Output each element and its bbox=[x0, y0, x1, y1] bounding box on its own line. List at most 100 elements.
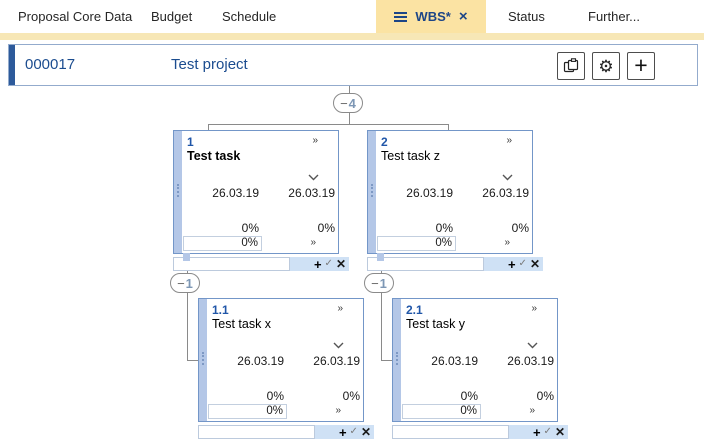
tab-status[interactable]: Status bbox=[508, 9, 545, 24]
collapse-minus-icon: − bbox=[340, 95, 348, 111]
connector-vertical bbox=[187, 293, 188, 360]
percent-b: 0% bbox=[536, 389, 554, 403]
progress-input[interactable]: 0% bbox=[402, 404, 481, 419]
quick-edit-field[interactable] bbox=[367, 257, 484, 271]
drag-handle-icon[interactable] bbox=[396, 352, 398, 365]
tab-proposal-core-data[interactable]: Proposal Core Data bbox=[18, 9, 133, 24]
child-count: 4 bbox=[348, 95, 356, 111]
tab-schedule[interactable]: Schedule bbox=[222, 9, 277, 24]
end-date: 26.03.19 bbox=[313, 354, 360, 368]
end-date: 26.03.19 bbox=[482, 186, 529, 200]
card-action-bar: + ✓ ✕ bbox=[290, 257, 349, 271]
start-date: 26.03.19 bbox=[212, 186, 259, 200]
progress-input[interactable]: 0% bbox=[183, 236, 262, 251]
collapse-minus-icon: − bbox=[371, 275, 379, 291]
task-title: Test task bbox=[187, 149, 241, 163]
gear-icon: ⚙ bbox=[598, 56, 614, 76]
connector-root-stub bbox=[349, 86, 350, 93]
copy-button[interactable] bbox=[557, 52, 585, 80]
drag-handle-icon[interactable] bbox=[202, 352, 204, 365]
card-drag-strip[interactable] bbox=[199, 299, 207, 421]
collapse-minus-icon: − bbox=[177, 275, 185, 291]
start-date: 26.03.19 bbox=[431, 354, 478, 368]
tab-further[interactable]: Further... bbox=[588, 9, 641, 24]
card-action-bar: + ✓ ✕ bbox=[315, 425, 374, 439]
card-expand-link[interactable]: » bbox=[506, 135, 512, 146]
end-date: 26.03.19 bbox=[507, 354, 554, 368]
tab-budget[interactable]: Budget bbox=[151, 9, 193, 24]
add-subtask-icon[interactable]: + bbox=[507, 256, 516, 272]
connector-elbow bbox=[381, 360, 393, 361]
quick-edit-field[interactable] bbox=[392, 425, 509, 439]
row-expand-link[interactable]: » bbox=[529, 405, 535, 416]
confirm-icon[interactable]: ✓ bbox=[324, 258, 333, 269]
connector-drop-right bbox=[448, 124, 449, 130]
quick-edit-field[interactable] bbox=[173, 257, 290, 271]
menu-icon[interactable] bbox=[394, 11, 408, 22]
strip-nub bbox=[377, 253, 384, 261]
tab-wbs-active[interactable]: WBS* × bbox=[376, 0, 486, 33]
plus-icon: + bbox=[634, 51, 648, 78]
project-number: 000017 bbox=[25, 56, 76, 73]
add-task-button[interactable]: + bbox=[627, 52, 655, 80]
card-expand-link[interactable]: » bbox=[337, 303, 343, 314]
connector-drop-left bbox=[208, 124, 209, 130]
copy-icon bbox=[563, 58, 579, 73]
confirm-icon[interactable]: ✓ bbox=[543, 426, 552, 437]
card-drag-strip[interactable] bbox=[393, 299, 401, 421]
quick-edit-field[interactable] bbox=[198, 425, 315, 439]
progress-input[interactable]: 0% bbox=[377, 236, 456, 251]
child-count: 1 bbox=[379, 275, 387, 291]
root-collapse-toggle[interactable]: −4 bbox=[333, 93, 363, 113]
card-expand-link[interactable]: » bbox=[312, 135, 318, 146]
percent-b: 0% bbox=[511, 221, 529, 235]
chevron-down-icon[interactable] bbox=[308, 168, 319, 186]
task-card-2-1[interactable]: 2.1 » Test task y 26.03.19 26.03.19 0% 0… bbox=[392, 298, 568, 439]
percent-a: 0% bbox=[435, 221, 453, 235]
end-date: 26.03.19 bbox=[288, 186, 335, 200]
percent-a: 0% bbox=[460, 389, 478, 403]
progress-input[interactable]: 0% bbox=[208, 404, 287, 419]
close-tab-icon[interactable]: × bbox=[458, 8, 468, 25]
task-card-2[interactable]: 2 » Test task z 26.03.19 26.03.19 0% 0% … bbox=[367, 130, 543, 271]
row-expand-link[interactable]: » bbox=[310, 237, 316, 248]
card-expand-link[interactable]: » bbox=[531, 303, 537, 314]
confirm-icon[interactable]: ✓ bbox=[518, 258, 527, 269]
confirm-icon[interactable]: ✓ bbox=[349, 426, 358, 437]
delete-icon[interactable]: ✕ bbox=[360, 425, 371, 439]
task-number: 2.1 bbox=[406, 303, 423, 317]
add-subtask-icon[interactable]: + bbox=[313, 256, 322, 272]
branch1-collapse-toggle[interactable]: −1 bbox=[170, 273, 200, 293]
project-header-bar: 000017 Test project ⚙ + bbox=[8, 44, 698, 86]
connector-horizontal bbox=[208, 124, 449, 125]
row-expand-link[interactable]: » bbox=[335, 405, 341, 416]
chevron-down-icon[interactable] bbox=[527, 336, 538, 354]
delete-icon[interactable]: ✕ bbox=[335, 257, 346, 271]
task-title: Test task z bbox=[381, 149, 441, 163]
chevron-down-icon[interactable] bbox=[502, 168, 513, 186]
row-expand-link[interactable]: » bbox=[504, 237, 510, 248]
task-card-1-1[interactable]: 1.1 » Test task x 26.03.19 26.03.19 0% 0… bbox=[198, 298, 374, 439]
percent-a: 0% bbox=[266, 389, 284, 403]
card-drag-strip[interactable] bbox=[174, 131, 182, 253]
child-count: 1 bbox=[185, 275, 193, 291]
card-action-bar: + ✓ ✕ bbox=[484, 257, 543, 271]
start-date: 26.03.19 bbox=[237, 354, 284, 368]
card-drag-strip[interactable] bbox=[368, 131, 376, 253]
percent-b: 0% bbox=[342, 389, 360, 403]
branch2-collapse-toggle[interactable]: −1 bbox=[364, 273, 394, 293]
drag-handle-icon[interactable] bbox=[371, 184, 373, 197]
task-number: 1.1 bbox=[212, 303, 229, 317]
project-title: Test project bbox=[171, 56, 248, 73]
chevron-down-icon[interactable] bbox=[333, 336, 344, 354]
drag-handle-icon[interactable] bbox=[177, 184, 179, 197]
add-subtask-icon[interactable]: + bbox=[532, 424, 541, 440]
add-subtask-icon[interactable]: + bbox=[338, 424, 347, 440]
connector-elbow bbox=[187, 360, 199, 361]
delete-icon[interactable]: ✕ bbox=[554, 425, 565, 439]
task-title: Test task y bbox=[406, 317, 466, 331]
settings-button[interactable]: ⚙ bbox=[592, 52, 620, 80]
task-card-1[interactable]: 1 » Test task 26.03.19 26.03.19 0% 0% 0%… bbox=[173, 130, 349, 271]
delete-icon[interactable]: ✕ bbox=[529, 257, 540, 271]
